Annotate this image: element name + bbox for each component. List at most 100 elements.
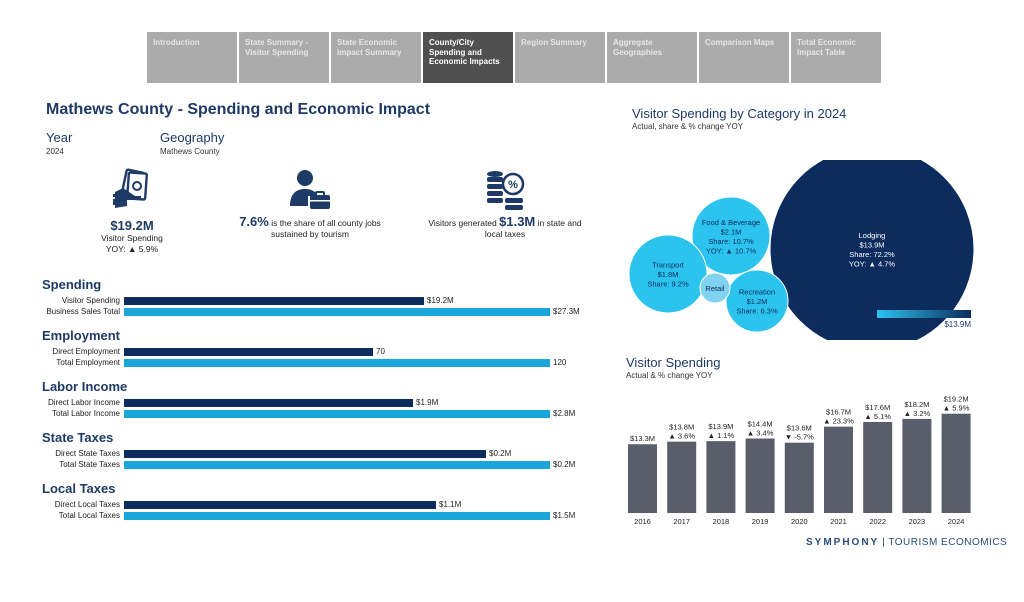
bubble-transport[interactable] — [628, 234, 708, 314]
x-tick-label: 2024 — [948, 517, 965, 526]
bar — [124, 399, 413, 407]
color-legend-bar — [877, 310, 971, 318]
tab-region-summary[interactable]: Region Summary — [515, 32, 605, 83]
bubble-label: Retail — [705, 284, 725, 293]
bar — [124, 450, 486, 458]
tab-state-summary-visitor-spending[interactable]: State Summary - Visitor Spending — [239, 32, 329, 83]
jobs-share-text: 7.6% is the share of all county jobs sus… — [236, 215, 384, 240]
column-yoy-label: ▲ 3.6% — [668, 432, 695, 441]
brand-tagline: TOURISM ECONOMICS — [888, 537, 1008, 548]
x-tick-label: 2018 — [713, 517, 730, 526]
column-bar[interactable] — [863, 421, 893, 513]
year-filter[interactable]: Year 2024 — [46, 130, 72, 156]
bar-value: $2.8M — [553, 409, 576, 418]
bar-label: Total Local Taxes — [58, 511, 120, 520]
bubble-retail[interactable] — [699, 272, 731, 304]
column-value-label: $13.9M — [708, 422, 733, 431]
bar-label: Total Employment — [56, 358, 120, 367]
column-bar[interactable] — [941, 413, 971, 513]
bubble-label: Food & Beverage — [702, 218, 760, 227]
taxes-post: in state and local taxes — [484, 218, 582, 239]
column-value-label: $17.6M — [865, 403, 890, 412]
bar-value: $1.1M — [439, 500, 462, 509]
bar — [124, 348, 373, 356]
column-yoy-label: ▲ 5.1% — [864, 412, 891, 421]
column-bar[interactable] — [902, 418, 932, 513]
bar-value: 120 — [553, 358, 567, 367]
bubble-label: $13.9M — [859, 240, 884, 249]
visitor-spending-label: Visitor Spending — [101, 233, 163, 243]
bar — [124, 512, 550, 520]
x-tick-label: 2021 — [830, 517, 847, 526]
column-bar[interactable] — [706, 441, 736, 513]
bar-label: Visitor Spending — [61, 296, 120, 305]
kpi-taxes: % Visitors generated $1.3M in state and … — [419, 168, 591, 240]
tab-total-economic-impact-table[interactable]: Total Economic Impact Table — [791, 32, 881, 83]
bar-label: Direct Labor Income — [47, 398, 120, 407]
tab-aggregate-geographies[interactable]: Aggregate Geographies — [607, 32, 697, 83]
column-value-label: $13.3M — [630, 434, 655, 443]
bar — [124, 501, 436, 509]
visitor-spending-yoy: YOY: ▲ 5.9% — [105, 244, 159, 254]
money-hand-icon — [113, 168, 148, 208]
tab-county-city-spending[interactable]: County/City Spending and Economic Impact… — [423, 32, 513, 83]
color-legend-max: $13.9M — [944, 320, 971, 329]
column-bar[interactable] — [784, 442, 814, 513]
column-value-label: $14.4M — [748, 420, 773, 429]
column-chart-subtitle: Actual & % change YOY — [626, 371, 713, 380]
taxes-text: Visitors generated $1.3M in state and lo… — [419, 214, 591, 240]
nav-tabs: Introduction State Summary - Visitor Spe… — [147, 32, 881, 83]
bubble-label: Lodging — [859, 231, 886, 240]
bubble-chart-subtitle: Actual, share & % change YOY — [632, 122, 744, 131]
column-value-label: $13.6M — [787, 424, 812, 433]
bar-label: Direct State Taxes — [55, 449, 120, 458]
kpi-jobs-share: 7.6% is the share of all county jobs sus… — [236, 168, 384, 240]
geography-filter[interactable]: Geography Mathews County — [160, 130, 224, 156]
bubble-recreation[interactable] — [725, 269, 789, 333]
jobs-share-description: is the share of all county jobs sustaine… — [268, 218, 381, 239]
taxes-value: $1.3M — [499, 214, 536, 229]
coins-percent-icon: % — [487, 171, 525, 210]
geography-label: Geography — [160, 130, 225, 145]
brand-logo: SYMPHONY | TOURISM ECONOMICS — [806, 537, 1007, 548]
bubble-label: YOY: ▲ 4.7% — [849, 259, 896, 268]
bubble-lodging[interactable] — [769, 160, 975, 340]
column-chart-title: Visitor Spending — [626, 355, 721, 370]
bubble-label: Recreation — [739, 288, 775, 297]
bubble-label: $1.2M — [747, 297, 768, 306]
taxes-pre: Visitors generated — [428, 218, 500, 228]
kpi-visitor-spending: $19.2M Visitor Spending YOY: ▲ 5.9% — [92, 168, 172, 255]
column-yoy-label: ▲ 1.1% — [708, 431, 735, 440]
column-bar[interactable] — [667, 441, 697, 513]
column-yoy-label: ▲ 5.9% — [943, 404, 970, 413]
column-bar[interactable] — [745, 438, 775, 513]
column-bar[interactable] — [628, 444, 657, 513]
bubble-food-beverage[interactable] — [691, 196, 771, 276]
bar — [124, 410, 550, 418]
x-tick-label: 2023 — [909, 517, 926, 526]
brand-name: SYMPHONY — [806, 537, 880, 548]
bubble-label: YOY: ▲ 10.7% — [706, 246, 757, 255]
bar-label: Total Labor Income — [51, 409, 120, 418]
bar — [124, 359, 550, 367]
column-yoy-label: ▲ 3.2% — [904, 409, 931, 418]
employee-briefcase-icon — [290, 170, 330, 209]
tab-state-economic-impact-summary[interactable]: State Economic Impact Summary — [331, 32, 421, 83]
bubble-label: Share: 9.2% — [647, 280, 689, 289]
x-tick-label: 2019 — [752, 517, 769, 526]
bar-value: $19.2M — [427, 296, 454, 305]
section-title: State Taxes — [42, 430, 114, 445]
bar — [124, 297, 424, 305]
bar-value: $1.5M — [553, 511, 576, 520]
visitor-spending-value: $19.2M — [110, 218, 154, 233]
section-title: Spending — [42, 277, 102, 292]
bar — [124, 308, 550, 316]
tab-comparison-maps[interactable]: Comparison Maps — [699, 32, 789, 83]
x-tick-label: 2017 — [673, 517, 690, 526]
column-bar[interactable] — [824, 426, 853, 513]
bubble-label: Share: 10.7% — [708, 237, 754, 246]
tab-introduction[interactable]: Introduction — [147, 32, 237, 83]
bar-value: $0.2M — [553, 460, 576, 469]
column-value-label: $16.7M — [826, 408, 851, 417]
